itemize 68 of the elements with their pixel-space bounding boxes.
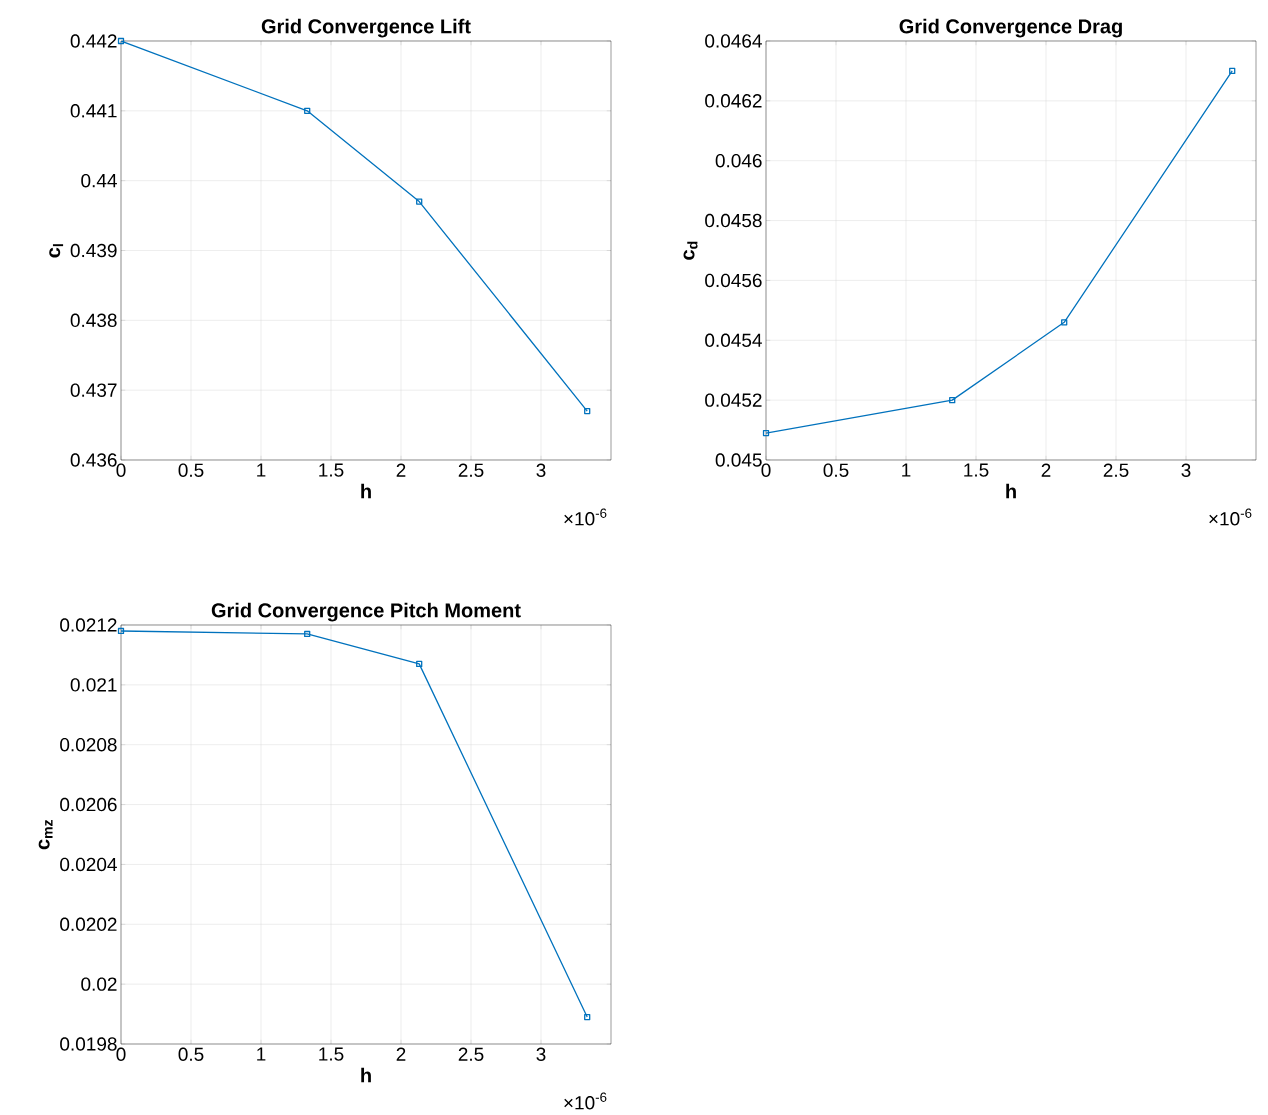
- y-tick-label: 0.0454: [705, 333, 762, 347]
- point: [416, 660, 423, 668]
- x-tick-label: 2: [396, 1047, 406, 1061]
- x-tick-label: 2.5: [458, 463, 484, 477]
- y-tick-label: 0.021: [70, 678, 117, 692]
- x-axis-title: h: [361, 1067, 371, 1083]
- y-tick-label: 0.0206: [60, 797, 117, 812]
- y-tick-label: 0.0462: [705, 94, 762, 108]
- y-tick-label: 0.438: [70, 313, 117, 328]
- text: ×10$^{-6}$: [564, 1092, 607, 1110]
- y-tick-label: 0.0464: [705, 34, 762, 48]
- y-tick-label: 0.046: [715, 153, 762, 168]
- y-tick-label: 0.441: [70, 104, 117, 118]
- y-tick-label: 0.0458: [705, 213, 762, 228]
- text: ×10$^{-6}$: [1209, 508, 1252, 526]
- y-tick-label: 0.0202: [60, 917, 117, 932]
- point: [762, 429, 770, 437]
- point: [416, 198, 423, 205]
- y-tick-label: 0.44: [81, 173, 117, 188]
- x-tick-label: 3: [536, 1047, 546, 1061]
- y-tick-label: 0.442: [70, 34, 117, 48]
- y-tick-label: 0.045: [715, 453, 762, 467]
- x-tick-label: 3: [1181, 463, 1191, 477]
- x-tick-label: 2.5: [1103, 463, 1129, 477]
- x-tick-label: 0: [761, 463, 771, 477]
- y-tick-label: 0.437: [70, 383, 117, 397]
- x-tick-label: 0.5: [823, 463, 849, 477]
- x-tick-label: 0.5: [178, 463, 204, 477]
- y-axis-title: c$_{mz}$: [38, 819, 53, 850]
- x-tick-label: 1: [257, 1047, 266, 1061]
- point: [949, 396, 956, 404]
- x-tick-label: 0: [116, 463, 126, 477]
- y-tick-label: 0.0208: [60, 737, 117, 752]
- point: [304, 107, 311, 114]
- x-tick-label: 2: [1041, 463, 1051, 477]
- y-tick-label: 0.0204: [60, 857, 117, 872]
- point: [1061, 319, 1068, 326]
- x-tick-label: 1.5: [319, 463, 344, 477]
- x-tick-label: 1: [257, 463, 266, 477]
- y-tick-label: 0.0212: [60, 618, 117, 632]
- y-axis-title: c$_{l}$: [49, 244, 64, 258]
- x-axis-title: h: [1006, 483, 1016, 499]
- x-tick-label: 1: [902, 463, 911, 477]
- point: [117, 627, 125, 635]
- point: [1229, 67, 1236, 75]
- x-tick-label: 2: [396, 463, 406, 477]
- y-tick-label: 0.436: [70, 453, 117, 467]
- point: [584, 1013, 591, 1021]
- point: [304, 630, 311, 638]
- text: ×10$^{-6}$: [564, 508, 607, 526]
- chart-title: Grid Convergence Lift: [261, 18, 471, 38]
- y-tick-label: 0.0198: [60, 1037, 117, 1051]
- chart-title: Grid Convergence Drag: [899, 18, 1122, 38]
- x-axis-title: h: [361, 483, 371, 499]
- x-tick-label: 1.5: [319, 1047, 344, 1061]
- y-tick-label: 0.0452: [705, 393, 762, 407]
- point: [117, 37, 125, 45]
- x-tick-label: 2.5: [458, 1047, 484, 1061]
- x-tick-label: 0: [116, 1047, 126, 1061]
- chart-title: Grid Convergence Pitch Moment: [211, 602, 521, 622]
- y-axis-title: c$_{d}$: [683, 241, 698, 260]
- y-tick-label: 0.02: [81, 977, 117, 991]
- x-tick-label: 0.5: [178, 1047, 204, 1061]
- x-tick-label: 3: [536, 463, 546, 477]
- y-tick-label: 0.0456: [705, 273, 762, 288]
- point: [584, 407, 591, 415]
- x-tick-label: 1.5: [964, 463, 989, 477]
- y-tick-label: 0.439: [70, 243, 117, 258]
